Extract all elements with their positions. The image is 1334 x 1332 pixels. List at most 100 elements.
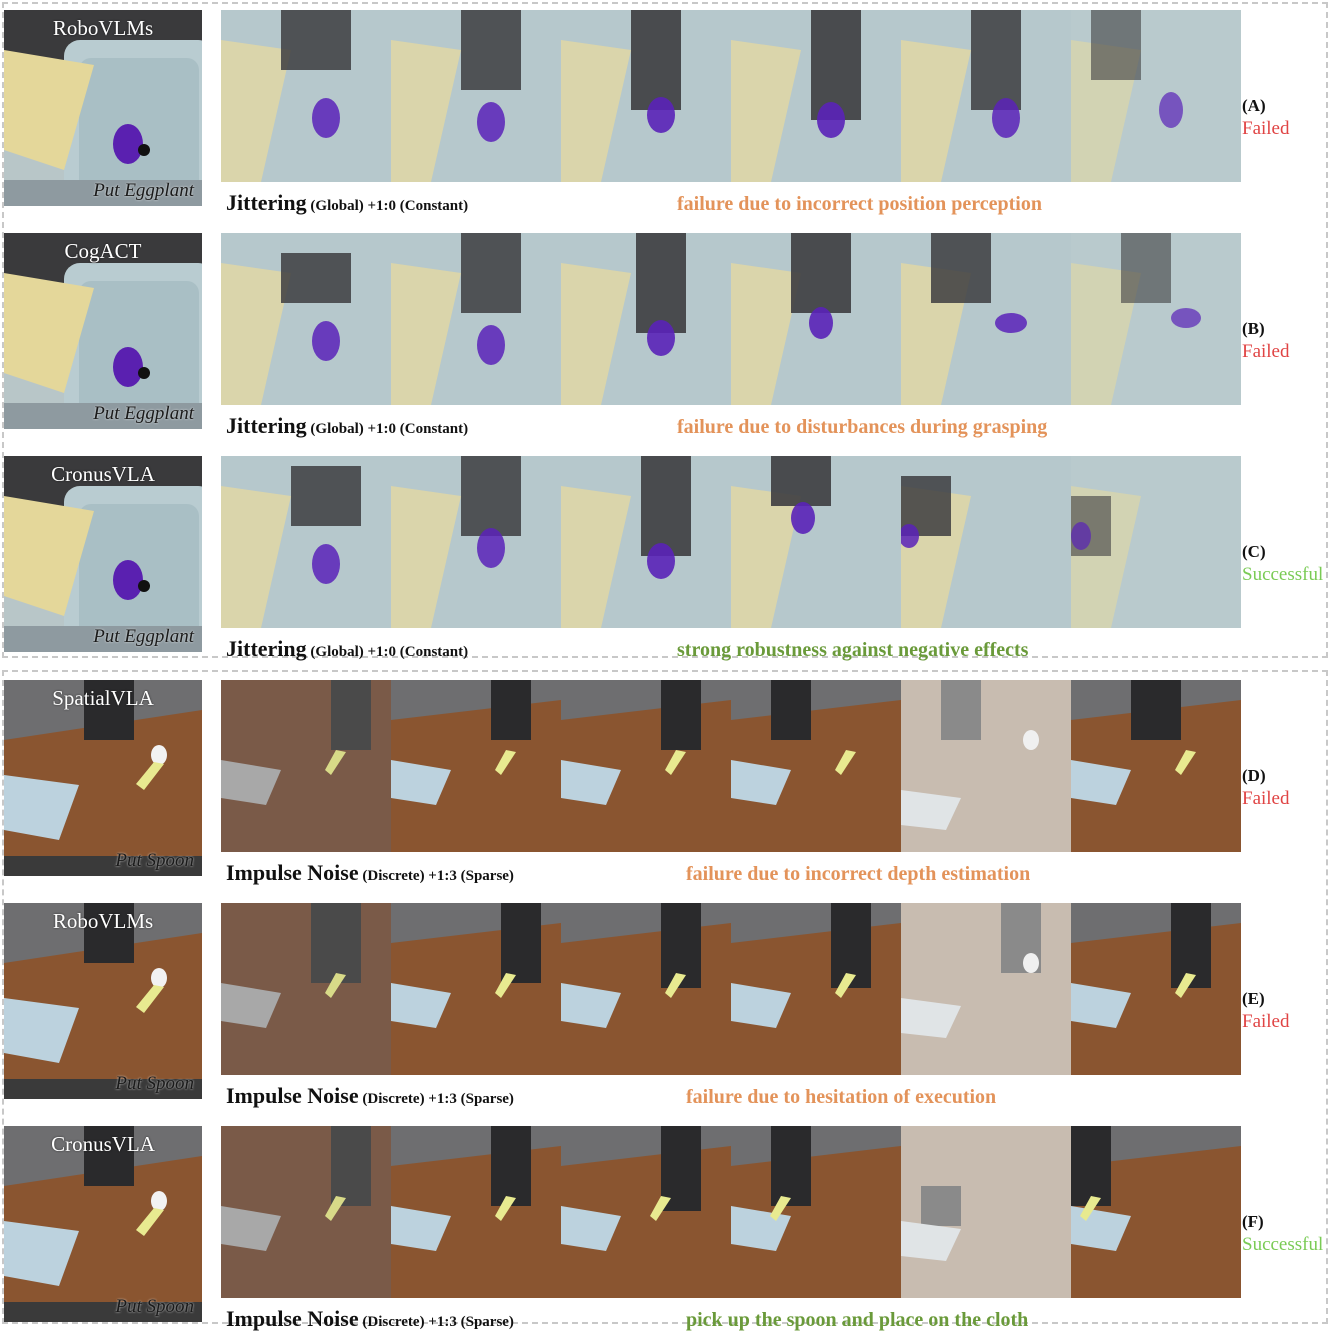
- frame: [901, 10, 1071, 182]
- perturbation-name: Jittering: [226, 413, 307, 438]
- outcome-note: failure due to hesitation of execution: [686, 1086, 997, 1108]
- frame: [1071, 1126, 1241, 1298]
- perturbation-detail: (Global) +1:0 (Constant): [306, 198, 469, 214]
- row-letter: (A): [1242, 96, 1266, 115]
- table-scene: [4, 1126, 202, 1322]
- frame: [901, 680, 1071, 852]
- frame: [1071, 680, 1241, 852]
- task-label: Put Eggplant: [93, 403, 194, 424]
- sink-scene: [4, 10, 202, 206]
- outcome-note: failure due to incorrect position percep…: [677, 193, 1042, 215]
- frame: [901, 456, 1071, 628]
- model-name: CogACT: [64, 239, 142, 263]
- frame: [1071, 456, 1241, 628]
- perturbation-detail: (Global) +1:0 (Constant): [306, 644, 469, 660]
- perturbation-name: Jittering: [226, 190, 307, 215]
- frame: [1071, 233, 1241, 405]
- frame: [221, 456, 391, 628]
- status-label: Failed: [1242, 118, 1290, 139]
- row-label: (E) Failed: [1242, 989, 1290, 1033]
- status-label: Failed: [1242, 1011, 1290, 1032]
- model-name: SpatialVLA: [52, 686, 154, 710]
- task-label: Put Eggplant: [93, 626, 194, 647]
- outcome-note: failure due to disturbances during grasp…: [677, 416, 1048, 438]
- row-letter: (E): [1242, 989, 1265, 1008]
- task-label: Put Spoon: [115, 1073, 194, 1094]
- group-eggplant: [2, 2, 1328, 658]
- frame: [391, 456, 561, 628]
- frame: [731, 680, 901, 852]
- model-name: RoboVLMs: [52, 16, 154, 40]
- frame: [221, 1126, 391, 1298]
- row-label: (F) Successful: [1242, 1212, 1323, 1256]
- frame: [561, 680, 731, 852]
- frame: [221, 233, 391, 405]
- thumbnail: SpatialVLA Put Spoon: [4, 680, 202, 876]
- frame-strip: [221, 1126, 1241, 1298]
- row-letter: (B): [1242, 319, 1265, 338]
- sink-scene: [4, 456, 202, 652]
- frame-strip: [221, 903, 1241, 1075]
- status-label: Failed: [1242, 788, 1290, 809]
- frame: [221, 903, 391, 1075]
- table-scene: [4, 903, 202, 1099]
- task-label: Put Spoon: [115, 850, 194, 871]
- row-label: (D) Failed: [1242, 766, 1290, 810]
- frame: [391, 10, 561, 182]
- group-spoon: [2, 670, 1328, 1324]
- frame: [731, 1126, 901, 1298]
- model-name: CronusVLA: [51, 462, 155, 486]
- frame: [561, 456, 731, 628]
- row-label: (A) Failed: [1242, 96, 1290, 140]
- thumbnail: CronusVLA Put Spoon: [4, 1126, 202, 1322]
- perturbation-detail: (Global) +1:0 (Constant): [306, 421, 469, 437]
- perturbation-caption: Jittering (Global) +1:0 (Constant): [226, 413, 468, 439]
- frame: [391, 903, 561, 1075]
- perturbation-detail: (Discrete) +1:3 (Sparse): [358, 868, 514, 884]
- frame-strip: [221, 233, 1241, 405]
- outcome-note: pick up the spoon and place on the cloth: [686, 1309, 1029, 1331]
- frame: [561, 10, 731, 182]
- task-label: Put Eggplant: [93, 180, 194, 201]
- sink-scene: [4, 233, 202, 429]
- frame: [391, 1126, 561, 1298]
- frame: [221, 10, 391, 182]
- frame: [221, 680, 391, 852]
- perturbation-caption: Impulse Noise (Discrete) +1:3 (Sparse): [226, 1083, 514, 1109]
- perturbation-caption: Jittering (Global) +1:0 (Constant): [226, 636, 468, 662]
- status-label: Successful: [1242, 1234, 1324, 1255]
- frame: [901, 1126, 1071, 1298]
- row-label: (C) Successful: [1242, 542, 1323, 586]
- task-label: Put Spoon: [115, 1296, 194, 1317]
- perturbation-caption: Impulse Noise (Discrete) +1:3 (Sparse): [226, 860, 514, 886]
- outcome-note: strong robustness against negative effec…: [677, 639, 1029, 661]
- perturbation-name: Impulse Noise: [226, 860, 359, 885]
- model-name: CronusVLA: [51, 1132, 155, 1156]
- perturbation-detail: (Discrete) +1:3 (Sparse): [358, 1091, 514, 1107]
- frame: [561, 1126, 731, 1298]
- perturbation-name: Jittering: [226, 636, 307, 661]
- frame: [731, 456, 901, 628]
- table-scene: [4, 680, 202, 876]
- frame-strip: [221, 456, 1241, 628]
- perturbation-detail: (Discrete) +1:3 (Sparse): [358, 1314, 514, 1330]
- frame-strip: [221, 10, 1241, 182]
- frame: [1071, 10, 1241, 182]
- row-label: (B) Failed: [1242, 319, 1290, 363]
- frame: [731, 233, 901, 405]
- model-name: RoboVLMs: [52, 909, 154, 933]
- thumbnail: CogACT Put Eggplant: [4, 233, 202, 429]
- perturbation-name: Impulse Noise: [226, 1083, 359, 1108]
- thumbnail: CronusVLA Put Eggplant: [4, 456, 202, 652]
- row-letter: (F): [1242, 1212, 1264, 1231]
- frame: [731, 903, 901, 1075]
- frame: [561, 903, 731, 1075]
- thumbnail: RoboVLMs Put Eggplant: [4, 10, 202, 206]
- status-label: Successful: [1242, 564, 1324, 585]
- thumbnail: RoboVLMs Put Spoon: [4, 903, 202, 1099]
- frame: [561, 233, 731, 405]
- frame: [391, 680, 561, 852]
- frame: [901, 903, 1071, 1075]
- perturbation-caption: Impulse Noise (Discrete) +1:3 (Sparse): [226, 1306, 514, 1332]
- outcome-note: failure due to incorrect depth estimatio…: [686, 863, 1031, 885]
